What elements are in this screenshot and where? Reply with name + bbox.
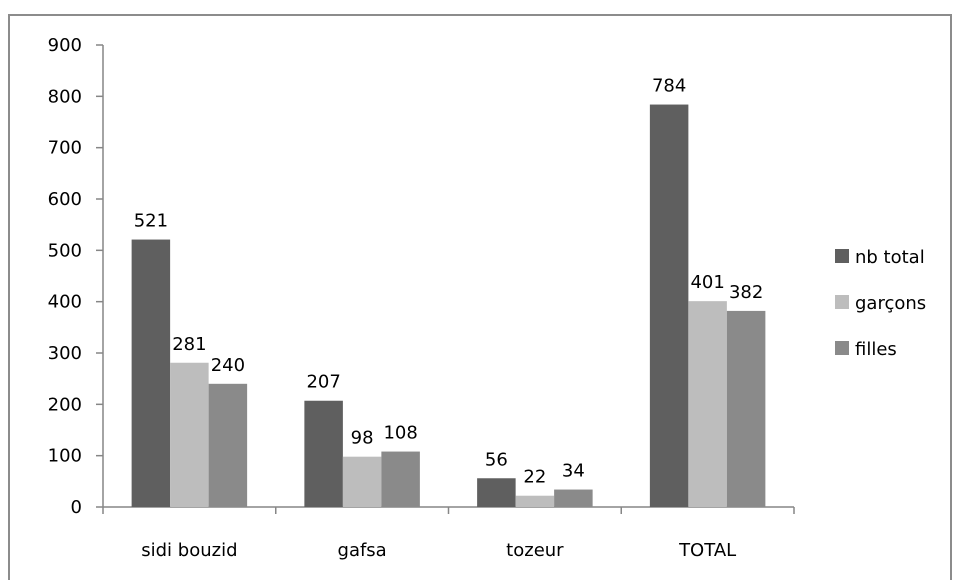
data-label-nb-total-gafsa: 207 [306,372,340,393]
legend: nb total garçons filles [835,247,926,360]
bar-gar-ons-gafsa [342,456,382,507]
bar-nb-total-gafsa [304,400,343,507]
bar-gar-ons-tozeur [515,495,555,507]
y-tick-label-500: 500 [48,240,82,261]
bars [131,104,766,508]
bar-nb-total-total [649,104,689,508]
legend-swatch-gar-ons [835,295,849,309]
data-label-nb-total-total: 784 [652,76,686,97]
x-tick-label-sidi-bouzid: sidi bouzid [141,540,237,561]
y-tick-label-300: 300 [48,343,82,364]
data-label-filles-sidi-bouzid: 240 [211,355,245,376]
legend-label-gar-ons: garçons [855,293,926,314]
bar-gar-ons-sidi-bouzid [170,362,209,507]
bar-filles-gafsa [381,451,420,507]
data-label-gar-ons-sidi-bouzid: 281 [172,334,206,355]
legend-label-nb-total: nb total [855,247,925,268]
x-axis: sidi bouzid gafsa tozeur TOTAL [102,506,795,561]
y-tick-label-800: 800 [48,86,82,107]
y-tick-label-0: 0 [71,497,82,518]
bar-nb-total-tozeur [477,478,516,507]
y-tick-label-900: 900 [48,35,82,56]
x-tick-label-tozeur: tozeur [506,540,564,561]
y-axis: 0 100 200 300 400 500 600 700 800 900 [48,35,104,518]
data-label-gar-ons-gafsa: 98 [351,428,374,449]
data-label-filles-total: 382 [729,282,763,303]
legend-swatch-nb-total [835,249,849,263]
y-tick-label-600: 600 [48,189,82,210]
legend-swatch-filles [835,341,849,355]
data-label-gar-ons-tozeur: 22 [523,467,546,488]
data-label-filles-tozeur: 34 [562,461,585,482]
legend-label-filles: filles [855,339,897,360]
y-tick-label-400: 400 [48,292,82,313]
data-label-nb-total-tozeur: 56 [485,449,508,470]
bar-filles-total [726,310,766,507]
data-label-gar-ons-total: 401 [690,272,724,293]
bar-filles-tozeur [554,489,593,507]
bar-filles-sidi-bouzid [208,383,248,507]
data-labels: 521 207 56 784 281 98 22 401 240 108 34 382 [134,76,764,488]
bar-nb-total-sidi-bouzid [131,239,171,507]
chart-frame [8,14,952,580]
y-tick-label-200: 200 [48,394,82,415]
bar-gar-ons-total [688,301,727,507]
y-tick-label-100: 100 [48,446,82,467]
x-tick-label-gafsa: gafsa [338,540,387,561]
data-label-nb-total-sidi-bouzid: 521 [134,211,168,232]
x-tick-label-total: TOTAL [678,540,736,561]
data-label-filles-gafsa: 108 [383,423,417,444]
y-tick-label-700: 700 [48,138,82,159]
